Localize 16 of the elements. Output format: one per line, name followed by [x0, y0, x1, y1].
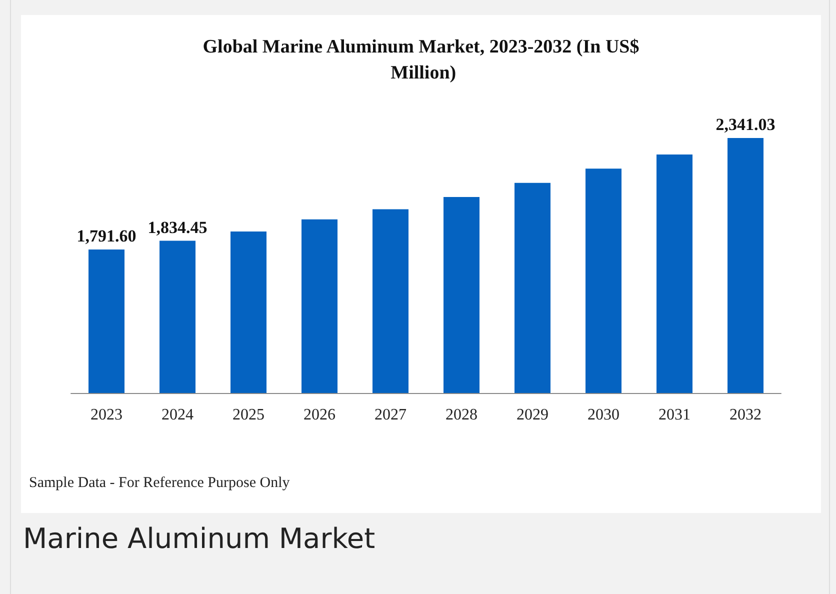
chart-title: Global Marine Aluminum Market, 2023-2032 (In US$ Million): [202, 36, 640, 84]
x-tick-label: 2028: [446, 406, 478, 424]
text: Marine Aluminum Market: [23, 522, 376, 555]
x-tick-label: 2030: [588, 406, 620, 424]
x-tick-label: 2031: [658, 406, 690, 424]
x-tick-label: 2026: [304, 406, 336, 424]
data-label: 1,791.60: [76, 226, 136, 246]
x-tick-label: 2029: [516, 406, 548, 424]
x-tick-label: 2025: [232, 406, 264, 424]
text: Sample Data - For Reference Purpose Only: [29, 475, 290, 492]
x-tick-label: 2024: [162, 406, 194, 424]
x-tick-label: 2032: [730, 406, 762, 424]
x-tick-label: 2023: [90, 406, 122, 424]
data-label: 1,834.45: [148, 218, 208, 237]
data-label: 2,341.03: [716, 115, 776, 134]
x-tick-label: 2027: [374, 406, 406, 424]
